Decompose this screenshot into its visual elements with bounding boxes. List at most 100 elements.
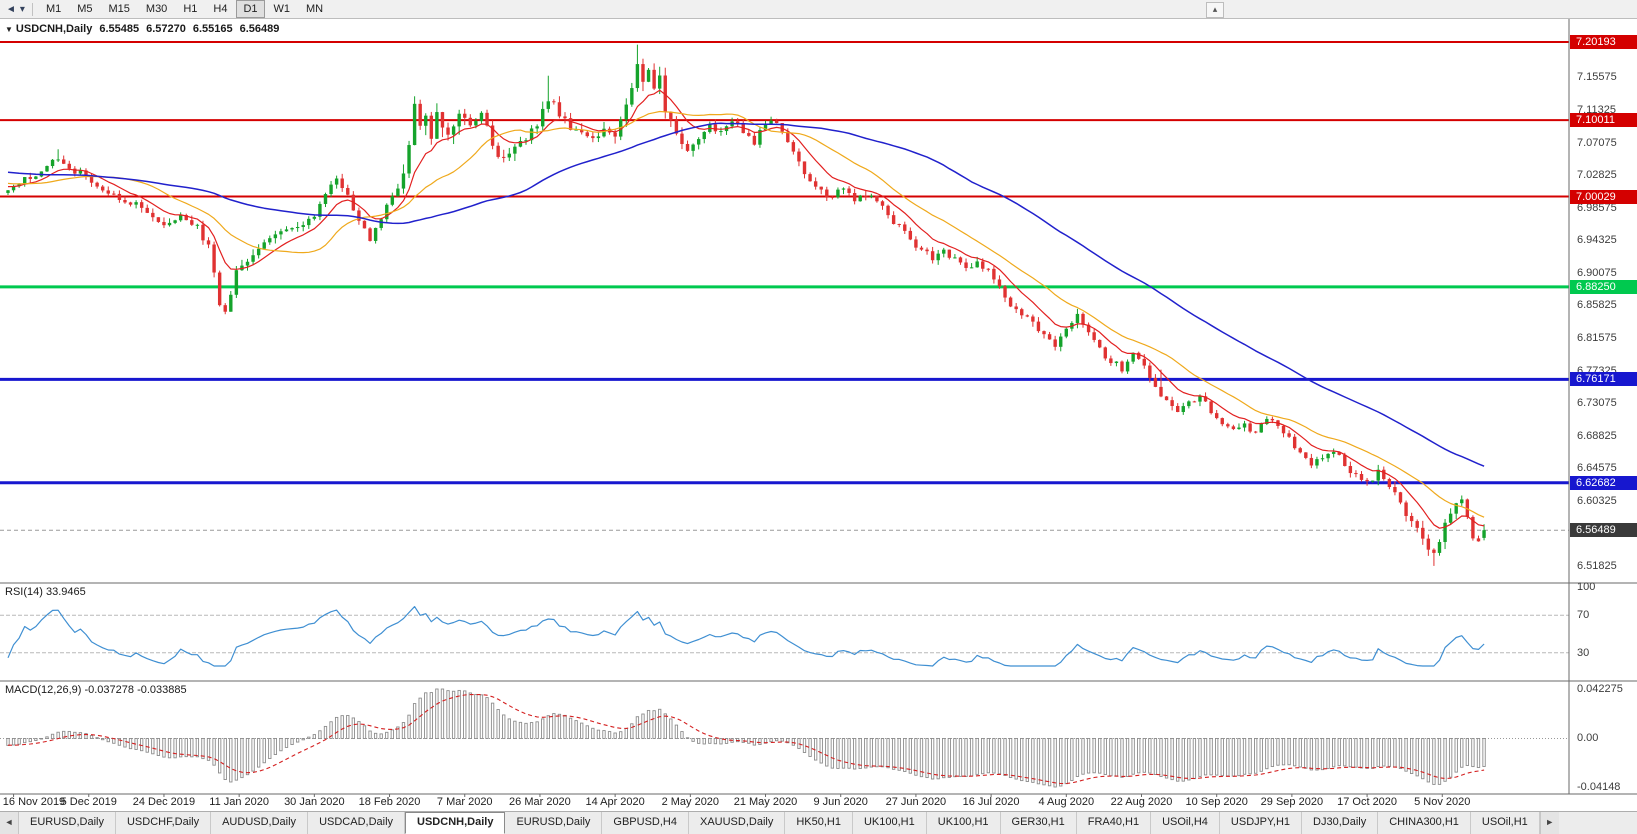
date-axis-label: 14 Apr 2020 bbox=[585, 796, 645, 808]
price-axis[interactable]: 0.042275 0.00 -0.04148 7.15575 7.11325 7.0707… bbox=[1570, 19, 1637, 794]
timeframe-toolbar: ◄ ▾ M1 M5 M15 M30 H1 H4 D1 W1 MN ▴ bbox=[0, 0, 1637, 19]
timeframe-m5[interactable]: M5 bbox=[77, 3, 93, 15]
chart-tab-usdjpy-h1[interactable]: USDJPY,H1 bbox=[1220, 812, 1303, 834]
rsi-pane bbox=[0, 605, 1569, 667]
chart-tab-ger30-h1[interactable]: GER30,H1 bbox=[1001, 812, 1077, 834]
date-axis-label: 16 Nov 2019 bbox=[2, 796, 66, 808]
quote-low: 6.55165 bbox=[192, 23, 233, 35]
ma-mid-line bbox=[7, 110, 1485, 518]
date-axis-label: 2 May 2020 bbox=[661, 796, 720, 808]
moving-average-lines bbox=[7, 89, 1485, 529]
macd-axis-label: 0.00 bbox=[1577, 732, 1599, 744]
chart-tab-uk100-h1[interactable]: UK100,H1 bbox=[927, 812, 1001, 834]
timeframe-mn[interactable]: MN bbox=[306, 3, 324, 15]
chart-tab-xauusd-daily[interactable]: XAUUSD,Daily bbox=[689, 812, 786, 834]
date-axis-label: 4 Aug 2020 bbox=[1038, 796, 1095, 808]
macd-indicator-label: MACD(12,26,9) -0.037278 -0.033885 bbox=[5, 684, 187, 696]
timeframe-d1[interactable]: D1 bbox=[236, 0, 265, 18]
chart-tab-usoil-h4[interactable]: USOil,H4 bbox=[1151, 812, 1220, 834]
current-price-tag: 6.56489 bbox=[1570, 523, 1637, 538]
price-axis-label: 6.64575 bbox=[1577, 462, 1617, 475]
date-axis-label: 18 Feb 2020 bbox=[358, 796, 421, 808]
price-axis-label: 7.15575 bbox=[1577, 71, 1617, 84]
timeframe-m15[interactable]: M15 bbox=[108, 3, 130, 15]
quote-high: 6.57270 bbox=[146, 23, 186, 35]
support-resistance-lines bbox=[0, 41, 1569, 531]
panel-collapse-button[interactable]: ▴ bbox=[1206, 2, 1224, 18]
chart-tab-usoil-h1[interactable]: USOil,H1 bbox=[1471, 812, 1540, 834]
rsi-line bbox=[7, 605, 1485, 667]
rsi-axis-label: 30 bbox=[1577, 647, 1590, 659]
price-axis-label: 7.02825 bbox=[1577, 169, 1617, 182]
macd-axis-label: 0.042275 bbox=[1577, 683, 1623, 695]
chart-tab-uk100-h1[interactable]: UK100,H1 bbox=[853, 812, 927, 834]
macd-axis-label: -0.04148 bbox=[1577, 781, 1621, 793]
chart-tab-eurusd-daily[interactable]: EURUSD,Daily bbox=[19, 812, 116, 834]
chart-tab-hk50-h1[interactable]: HK50,H1 bbox=[785, 812, 853, 834]
chart-tab-fra40-h1[interactable]: FRA40,H1 bbox=[1077, 812, 1152, 834]
date-axis-label: 17 Oct 2020 bbox=[1337, 796, 1398, 808]
chart-tab-china300-h1[interactable]: CHINA300,H1 bbox=[1378, 812, 1471, 834]
ma-fast-line bbox=[7, 89, 1485, 529]
timeframe-m1[interactable]: M1 bbox=[45, 3, 62, 15]
chart-tab-usdchf-daily[interactable]: USDCHF,Daily bbox=[116, 812, 212, 834]
date-axis-label: 29 Sep 2020 bbox=[1260, 796, 1324, 808]
timeframe-h1[interactable]: H1 bbox=[183, 3, 198, 15]
price-axis-label: 6.73075 bbox=[1577, 397, 1617, 410]
chart-mode-icon[interactable]: ◄ bbox=[6, 3, 16, 15]
chart-tab-usdcad-daily[interactable]: USDCAD,Daily bbox=[308, 812, 406, 834]
series-marker-icon: ▼ bbox=[5, 25, 13, 34]
caret-down-icon[interactable]: ▾ bbox=[19, 3, 25, 15]
macd-signal-line bbox=[8, 694, 1485, 785]
price-axis-label: 7.11325 bbox=[1577, 103, 1616, 116]
price-axis-label: 6.51825 bbox=[1577, 559, 1617, 572]
chart-tab-gbpusd-h4[interactable]: GBPUSD,H4 bbox=[602, 812, 689, 834]
price-level-tag: 6.76171 bbox=[1570, 372, 1637, 387]
date-axis-label: 22 Aug 2020 bbox=[1110, 796, 1173, 808]
tab-scroll-left-button[interactable]: ◄ bbox=[0, 812, 19, 834]
timeframe-w1[interactable]: W1 bbox=[273, 3, 291, 15]
price-axis-label: 6.60325 bbox=[1577, 494, 1617, 507]
price-level-tag: 6.62682 bbox=[1570, 475, 1637, 490]
chart-tab-audusd-daily[interactable]: AUDUSD,Daily bbox=[211, 812, 309, 834]
price-level-tag: 6.88250 bbox=[1570, 279, 1637, 294]
date-axis-label: 10 Sep 2020 bbox=[1185, 796, 1248, 808]
quote-close: 6.56489 bbox=[239, 23, 280, 35]
chart-tab-bar: ◄ EURUSD,Daily USDCHF,Daily AUDUSD,Daily USD… bbox=[0, 811, 1637, 834]
tab-scroll-right-button[interactable]: ► bbox=[1539, 812, 1559, 834]
chart-tab-usdcnh-daily[interactable]: USDCNH,Daily bbox=[405, 812, 506, 834]
timeframe-h4[interactable]: H4 bbox=[213, 3, 228, 15]
date-axis-label: 16 Jul 2020 bbox=[962, 796, 1020, 808]
date-axis-label: 11 Jan 2020 bbox=[209, 796, 270, 808]
price-axis-label: 7.07075 bbox=[1577, 136, 1617, 149]
macd-pane bbox=[0, 688, 1569, 788]
price-axis-label: 6.90075 bbox=[1577, 266, 1617, 279]
timeframe-m30[interactable]: M30 bbox=[145, 3, 168, 15]
price-level-tag: 7.10011 bbox=[1570, 113, 1637, 128]
panel-frame bbox=[0, 19, 1637, 797]
price-axis-label: 6.94325 bbox=[1577, 234, 1617, 247]
date-axis[interactable]: 16 Nov 2019 5 Dec 2019 24 Dec 2019 11 Jan 2… bbox=[0, 794, 1569, 812]
chart-title: ▼ USDCNH,Daily 6.55485 6.57270 6.55165 6.5648… bbox=[5, 23, 279, 35]
rsi-axis-label: 70 bbox=[1577, 609, 1590, 621]
price-axis-label: 6.85825 bbox=[1577, 299, 1617, 312]
rsi-indicator-label: RSI(14) 33.9465 bbox=[5, 586, 86, 598]
chart-tab-eurusd-daily[interactable]: EURUSD,Daily bbox=[505, 812, 603, 834]
toolbar-separator bbox=[31, 2, 33, 16]
date-axis-label: 9 Jun 2020 bbox=[813, 796, 868, 808]
price-level-tag: 7.20193 bbox=[1570, 35, 1637, 50]
date-axis-label: 26 Mar 2020 bbox=[509, 796, 571, 808]
date-axis-label: 5 Dec 2019 bbox=[60, 796, 117, 808]
date-axis-label: 27 Jun 2020 bbox=[885, 796, 947, 808]
quote-open: 6.55485 bbox=[99, 23, 140, 35]
date-axis-label: 30 Jan 2020 bbox=[284, 796, 345, 808]
rsi-axis-label: 100 bbox=[1577, 581, 1596, 593]
date-axis-label: 7 Mar 2020 bbox=[436, 796, 493, 808]
date-axis-label: 24 Dec 2019 bbox=[132, 796, 196, 808]
price-axis-label: 6.81575 bbox=[1577, 331, 1617, 344]
chart-tab-dj30-daily[interactable]: DJ30,Daily bbox=[1302, 812, 1379, 834]
candles-layer bbox=[6, 44, 1486, 566]
